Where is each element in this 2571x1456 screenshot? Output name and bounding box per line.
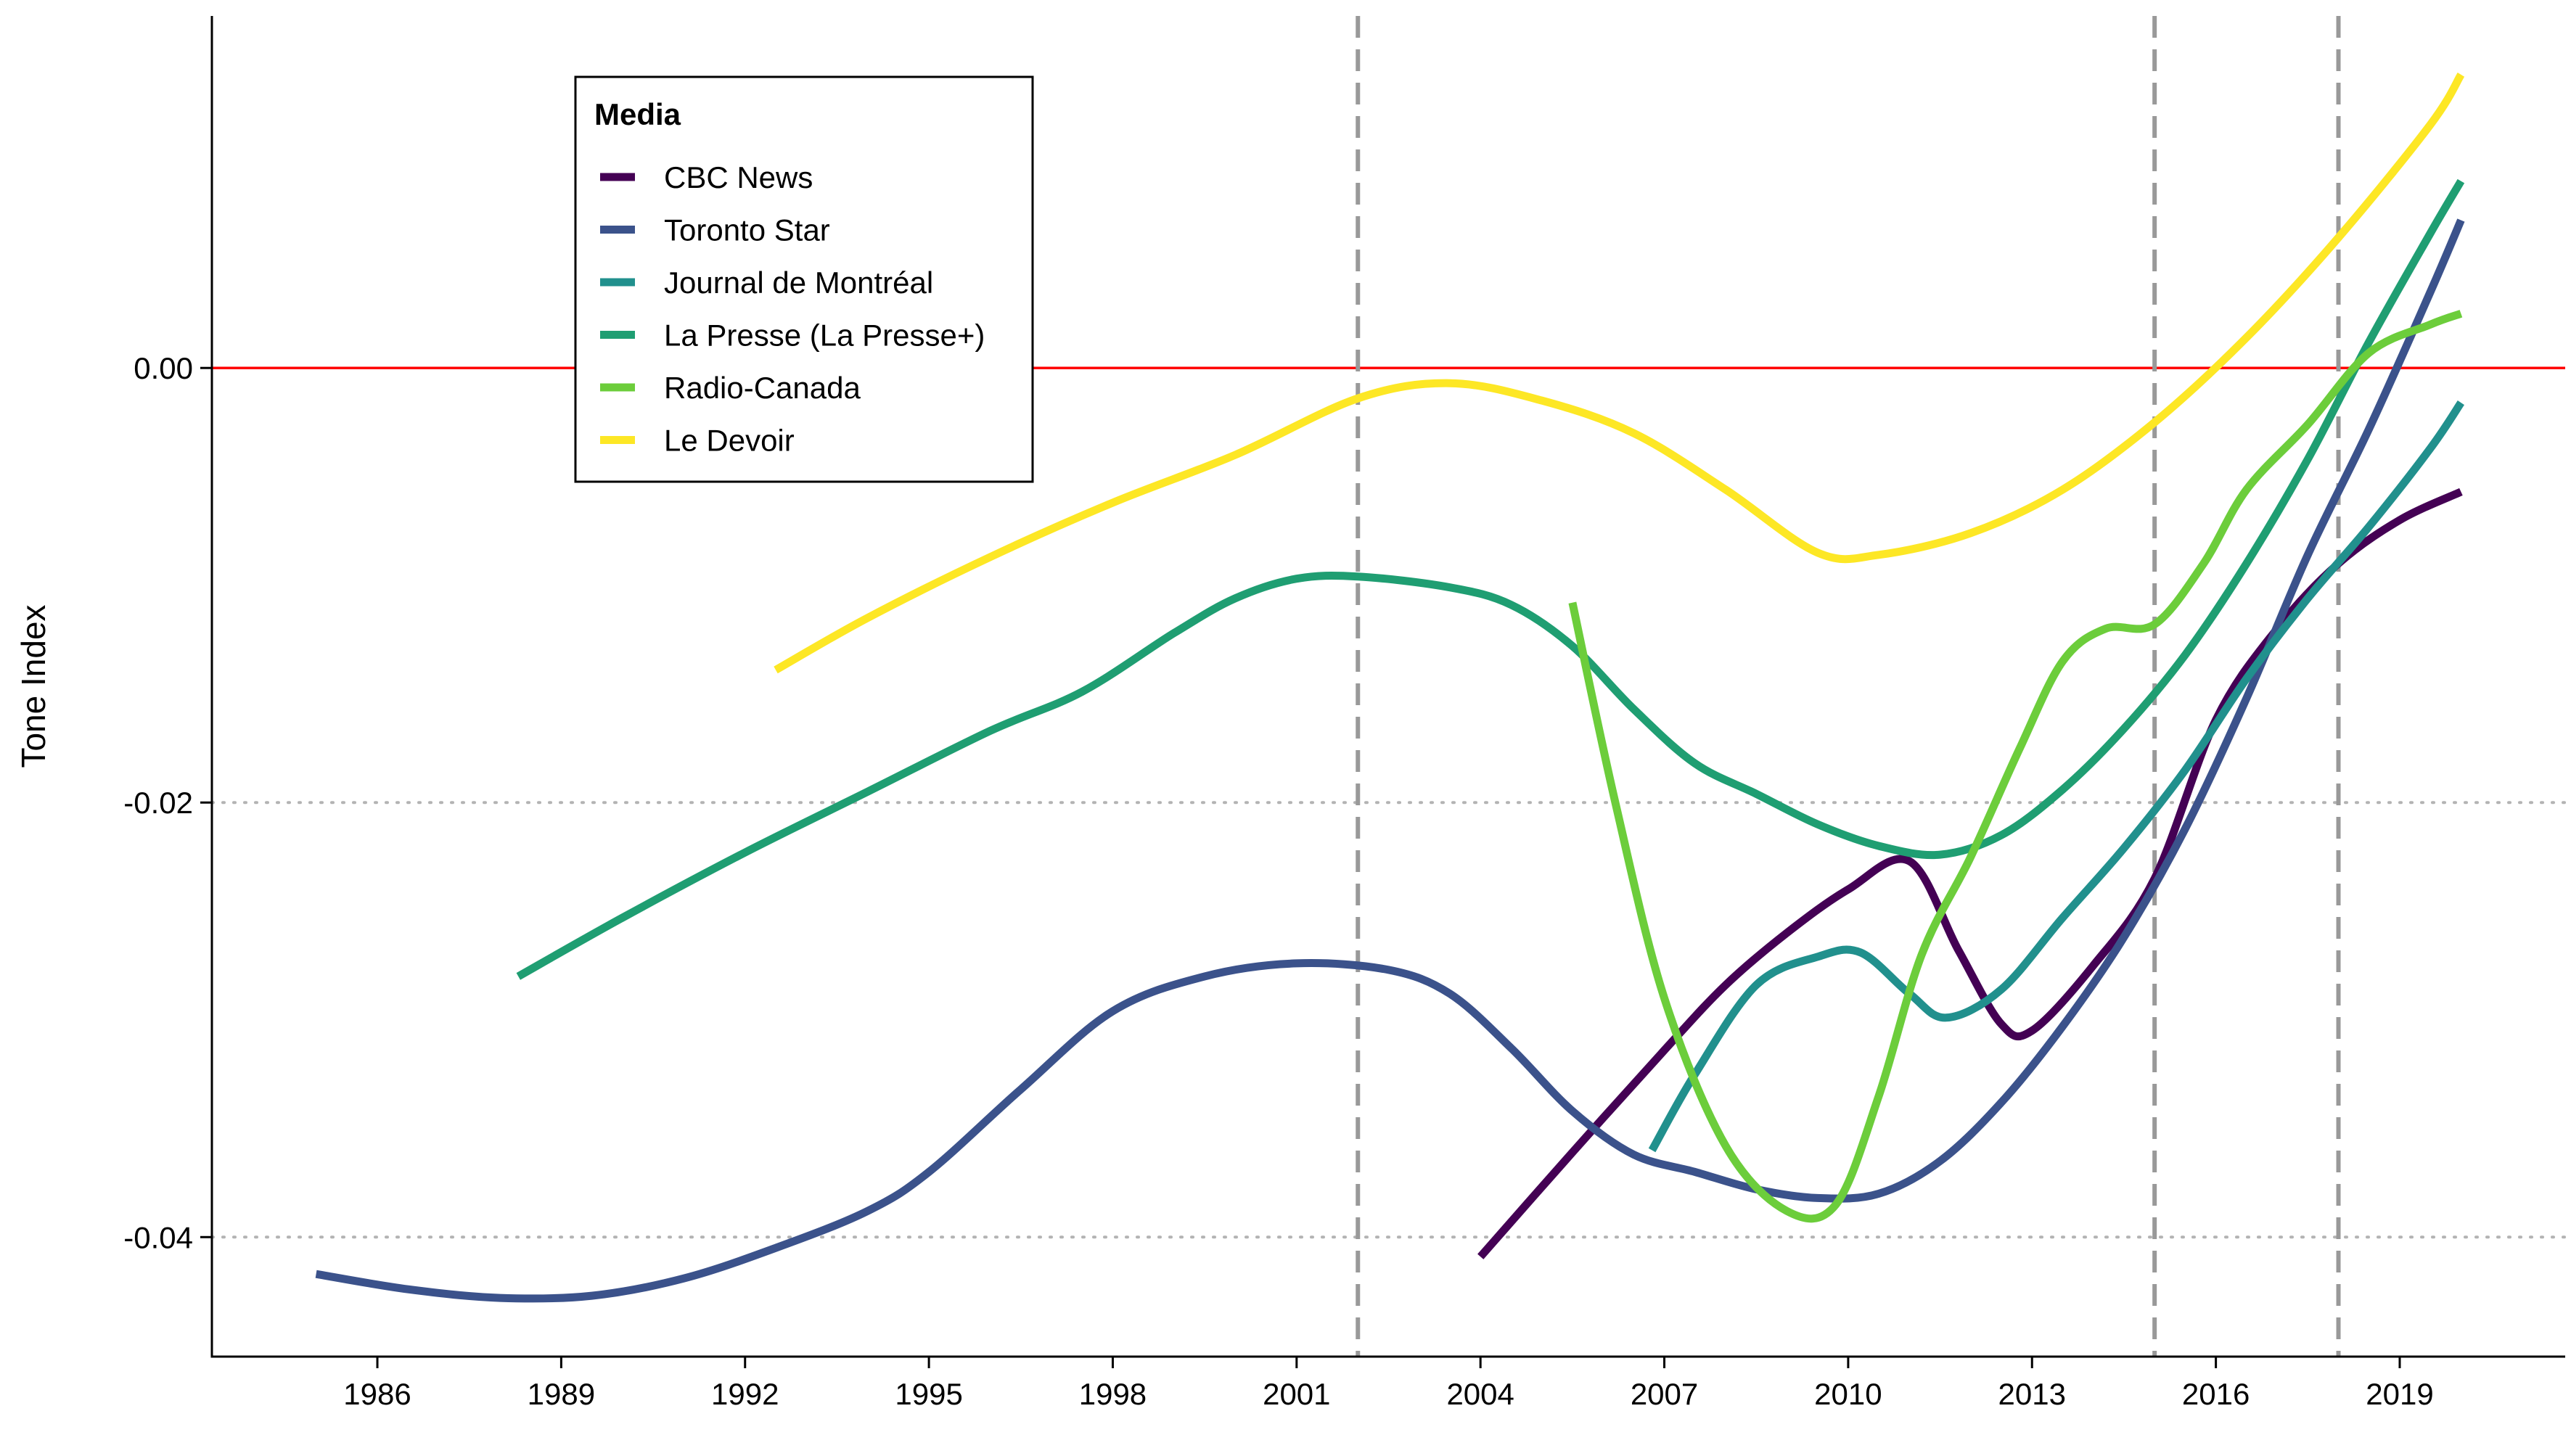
legend-box [574,75,1034,483]
series-layer [315,73,2465,1303]
x-tick-label: 2001 [1263,1377,1330,1411]
y-axis-ticks: 0.00 -0.02 -0.04 [123,351,212,1254]
axes-layer [210,16,2565,1358]
series-line-5 [774,73,2465,674]
legend: Media CBC News Toronto Star Journal de Mon… [574,75,1034,483]
x-tick-label: 2010 [1814,1377,1882,1411]
x-tick-label: 1986 [343,1377,411,1411]
legend-label-3: La Presse (La Presse+) [664,318,985,353]
x-axis-ticks: 1986 1989 1992 1995 1998 2001 2004 2007 2010 2013… [343,1357,2434,1411]
y-tick-label: 0.00 [134,351,193,385]
legend-label-0: CBC News [664,160,813,194]
x-tick-label: 1992 [711,1377,779,1411]
series-line-3 [516,178,2465,980]
series-line-0 [1477,488,2463,1259]
x-tick-label: 1998 [1079,1377,1147,1411]
legend-label-2: Journal de Montréal [664,266,933,300]
series-line-2 [1648,400,2464,1153]
y-tick-label: -0.04 [123,1220,193,1254]
legend-label-5: Le Devoir [664,424,795,458]
x-tick-label: 1989 [528,1377,595,1411]
legend-title: Media [594,97,681,131]
legend-items: CBC News Toronto Star Journal de Montréal L… [600,160,985,458]
grid-layer [210,16,2567,1357]
y-tick-label: -0.02 [123,786,193,820]
y-axis-title: Tone Index [15,604,52,768]
legend-label-1: Toronto Star [664,213,830,247]
x-tick-label: 1995 [895,1377,962,1411]
legend-label-4: Radio-Canada [664,371,861,405]
x-tick-label: 2007 [1631,1377,1698,1411]
x-tick-label: 2016 [2182,1377,2250,1411]
x-tick-label: 2013 [1998,1377,2066,1411]
x-tick-label: 2019 [2366,1377,2433,1411]
series-line-1 [315,218,2465,1303]
series-line-4 [1568,310,2463,1223]
x-tick-label: 2004 [1446,1377,1514,1411]
